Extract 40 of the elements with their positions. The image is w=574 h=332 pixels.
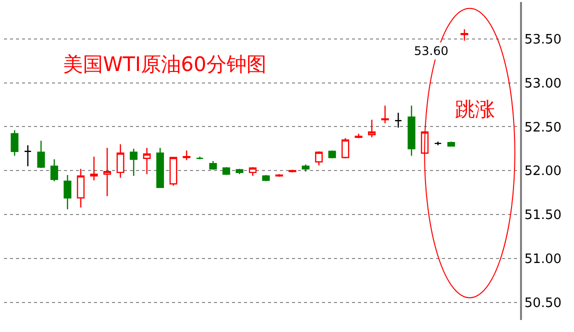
candlestick (342, 138, 350, 159)
candlestick (116, 144, 124, 178)
candlestick (170, 156, 178, 186)
candlestick (209, 160, 217, 170)
y-tick-label: 52.50 (524, 120, 562, 136)
candlestick (434, 141, 442, 146)
candlestick (37, 140, 45, 169)
candlestick (368, 119, 376, 138)
candlestick (222, 166, 230, 176)
candlestick (76, 168, 85, 208)
y-tick-label: 53.50 (524, 32, 562, 48)
candlestick (156, 147, 164, 188)
candlestick (143, 147, 151, 175)
candlestick (10, 130, 18, 156)
candlestick (24, 144, 32, 167)
annotation: 53.60 (414, 44, 448, 58)
y-tick-label: 51.00 (524, 252, 562, 268)
candlestick (50, 158, 58, 182)
candlestick (408, 105, 416, 156)
candlestick (302, 164, 310, 172)
candlestick (328, 150, 336, 159)
candlestick (196, 156, 204, 160)
y-tick-label: 50.50 (524, 296, 562, 311)
candlestick (103, 147, 112, 197)
candlestick (90, 156, 98, 181)
candlestick (262, 174, 270, 182)
candlestick (236, 168, 244, 175)
candlestick (64, 174, 72, 210)
candlestick (381, 105, 389, 124)
candlestick (130, 148, 138, 177)
y-tick-label: 51.50 (524, 208, 562, 224)
candlestick (315, 150, 323, 166)
candlestick (182, 150, 190, 161)
text: 美国WTI原油60分钟图 (63, 52, 266, 76)
candlestick (394, 112, 402, 128)
candlestick (248, 166, 257, 177)
annotation: 跳涨 (455, 97, 495, 121)
candlestick (460, 28, 468, 42)
y-tick-label: 53.00 (524, 76, 562, 92)
y-tick-label: 52.00 (524, 164, 562, 180)
